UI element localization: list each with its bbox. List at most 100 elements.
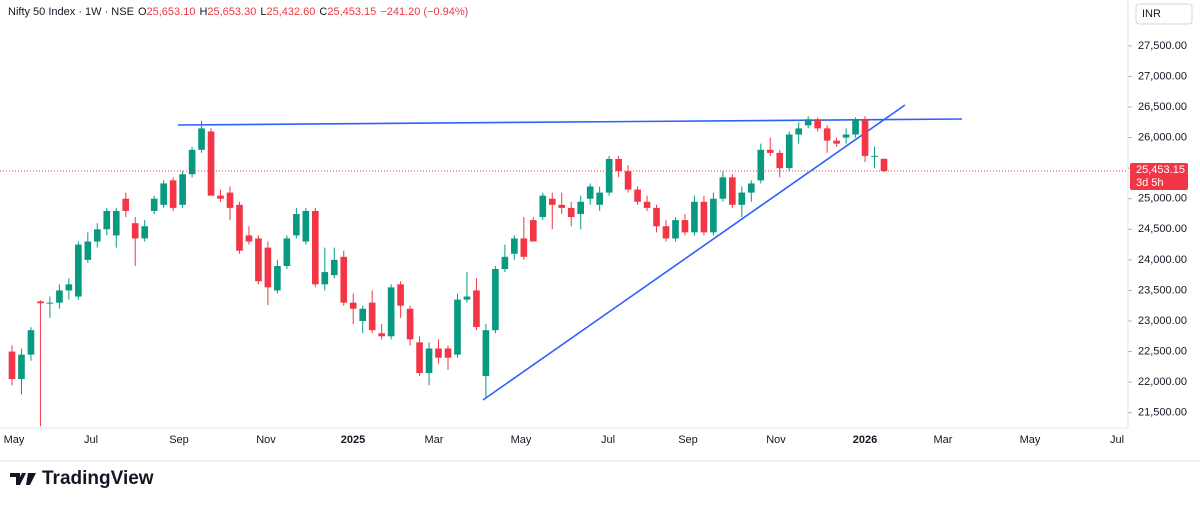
candle-body [852,119,859,135]
y-tick-label: 23,000.00 [1138,315,1187,327]
candle-body [141,226,149,239]
candle-body [236,204,243,251]
candle-body [492,269,499,331]
currency-box[interactable] [1135,3,1193,25]
ohlc-key: L [260,6,266,18]
candle-body [387,287,395,337]
x-tick-label: Sep [678,434,698,446]
y-tick-label: 26,000.00 [1138,131,1187,143]
candle-body [558,204,566,208]
candle-body [501,256,509,270]
logo-icon [10,473,36,485]
candle-body [681,220,689,233]
candle-body [880,158,888,172]
candle-body [529,220,537,242]
candle-body [330,259,338,276]
x-tick-label: 2025 [341,434,365,446]
x-tick-label: 2026 [853,434,877,446]
ohlc-value: 25,653.30 [207,6,256,18]
candle-body [8,351,16,380]
x-tick-label: Mar [425,434,444,446]
candle-body [226,192,234,208]
candle-body [340,256,348,303]
candle-body [131,223,139,239]
y-tick-label: 23,500.00 [1138,284,1187,296]
y-tick-label: 27,500.00 [1138,40,1187,52]
header-text: Nifty 50 Index · 1W · NSE O25,653.10 H25,6… [8,6,468,18]
change: −241.20 (−0.94%) [380,6,468,18]
candle-body [871,155,878,157]
candle-body [833,140,840,144]
x-tick-label: May [511,434,532,446]
candle-body [65,284,73,291]
candle-body [615,158,622,172]
candle-body [150,198,158,211]
candle-body [103,210,111,230]
candle-body [548,198,556,205]
logo: TradingView [10,468,154,489]
candle-body [425,348,433,373]
candle-body [293,214,300,236]
candle-body [397,284,404,306]
candle-body [776,152,784,169]
candle-body [710,198,717,233]
candle-body [643,201,651,208]
candle-body [302,210,310,242]
candle-body [321,272,329,285]
candle-body [27,330,35,355]
candle-body [511,238,518,254]
y-tick-label: 24,000.00 [1138,254,1187,266]
x-tick-label: Jul [601,434,615,446]
x-tick-label: Jul [1110,434,1124,446]
candle-body [46,302,54,304]
candle-body [795,128,803,135]
candle-body [435,348,442,358]
candle-body [349,302,357,309]
candle-body [37,301,44,304]
candle-body [520,238,528,257]
candle-body [311,210,319,285]
candle-body [378,333,385,337]
candle-body [283,238,291,266]
last-price-box [1130,163,1188,191]
candle-body [217,195,224,199]
ohlc-value: 25,432.60 [266,6,315,18]
ohlc-key: H [199,6,207,18]
y-tick-label: 25,000.00 [1138,193,1187,205]
candle-body [738,192,746,205]
candle-body [444,348,452,358]
ohlc-value: 25,653.10 [147,6,196,18]
candle-body [861,119,869,156]
candle-body [188,149,196,175]
last-price-label: 25,453.15 [1136,164,1185,176]
candle-body [662,226,670,239]
candle-body [700,201,708,233]
candle-body [255,238,262,282]
candle-body [785,134,793,169]
candle-body [416,342,423,373]
currency[interactable]: INR [1142,8,1161,20]
ohlc-key: C [319,6,327,18]
candle-body [814,119,821,129]
trendline [482,104,906,401]
candle-body [84,241,92,260]
candle-body [567,207,575,218]
candle-body [368,302,376,331]
brand: TradingView [42,468,154,489]
candle-body [823,128,831,141]
candle-body [596,192,603,205]
candle-body [605,158,613,193]
candle-body [539,195,547,218]
x-tick-label: Jul [84,434,98,446]
x-tick-label: May [1020,434,1041,446]
candle-body [75,244,82,297]
candle-body [112,210,120,236]
candle-body [274,265,281,291]
y-tick-label: 22,000.00 [1138,376,1187,388]
candle-body [653,207,660,227]
candle-body [454,299,461,355]
candle-body [586,186,594,199]
x-tick-label: Nov [256,434,276,446]
